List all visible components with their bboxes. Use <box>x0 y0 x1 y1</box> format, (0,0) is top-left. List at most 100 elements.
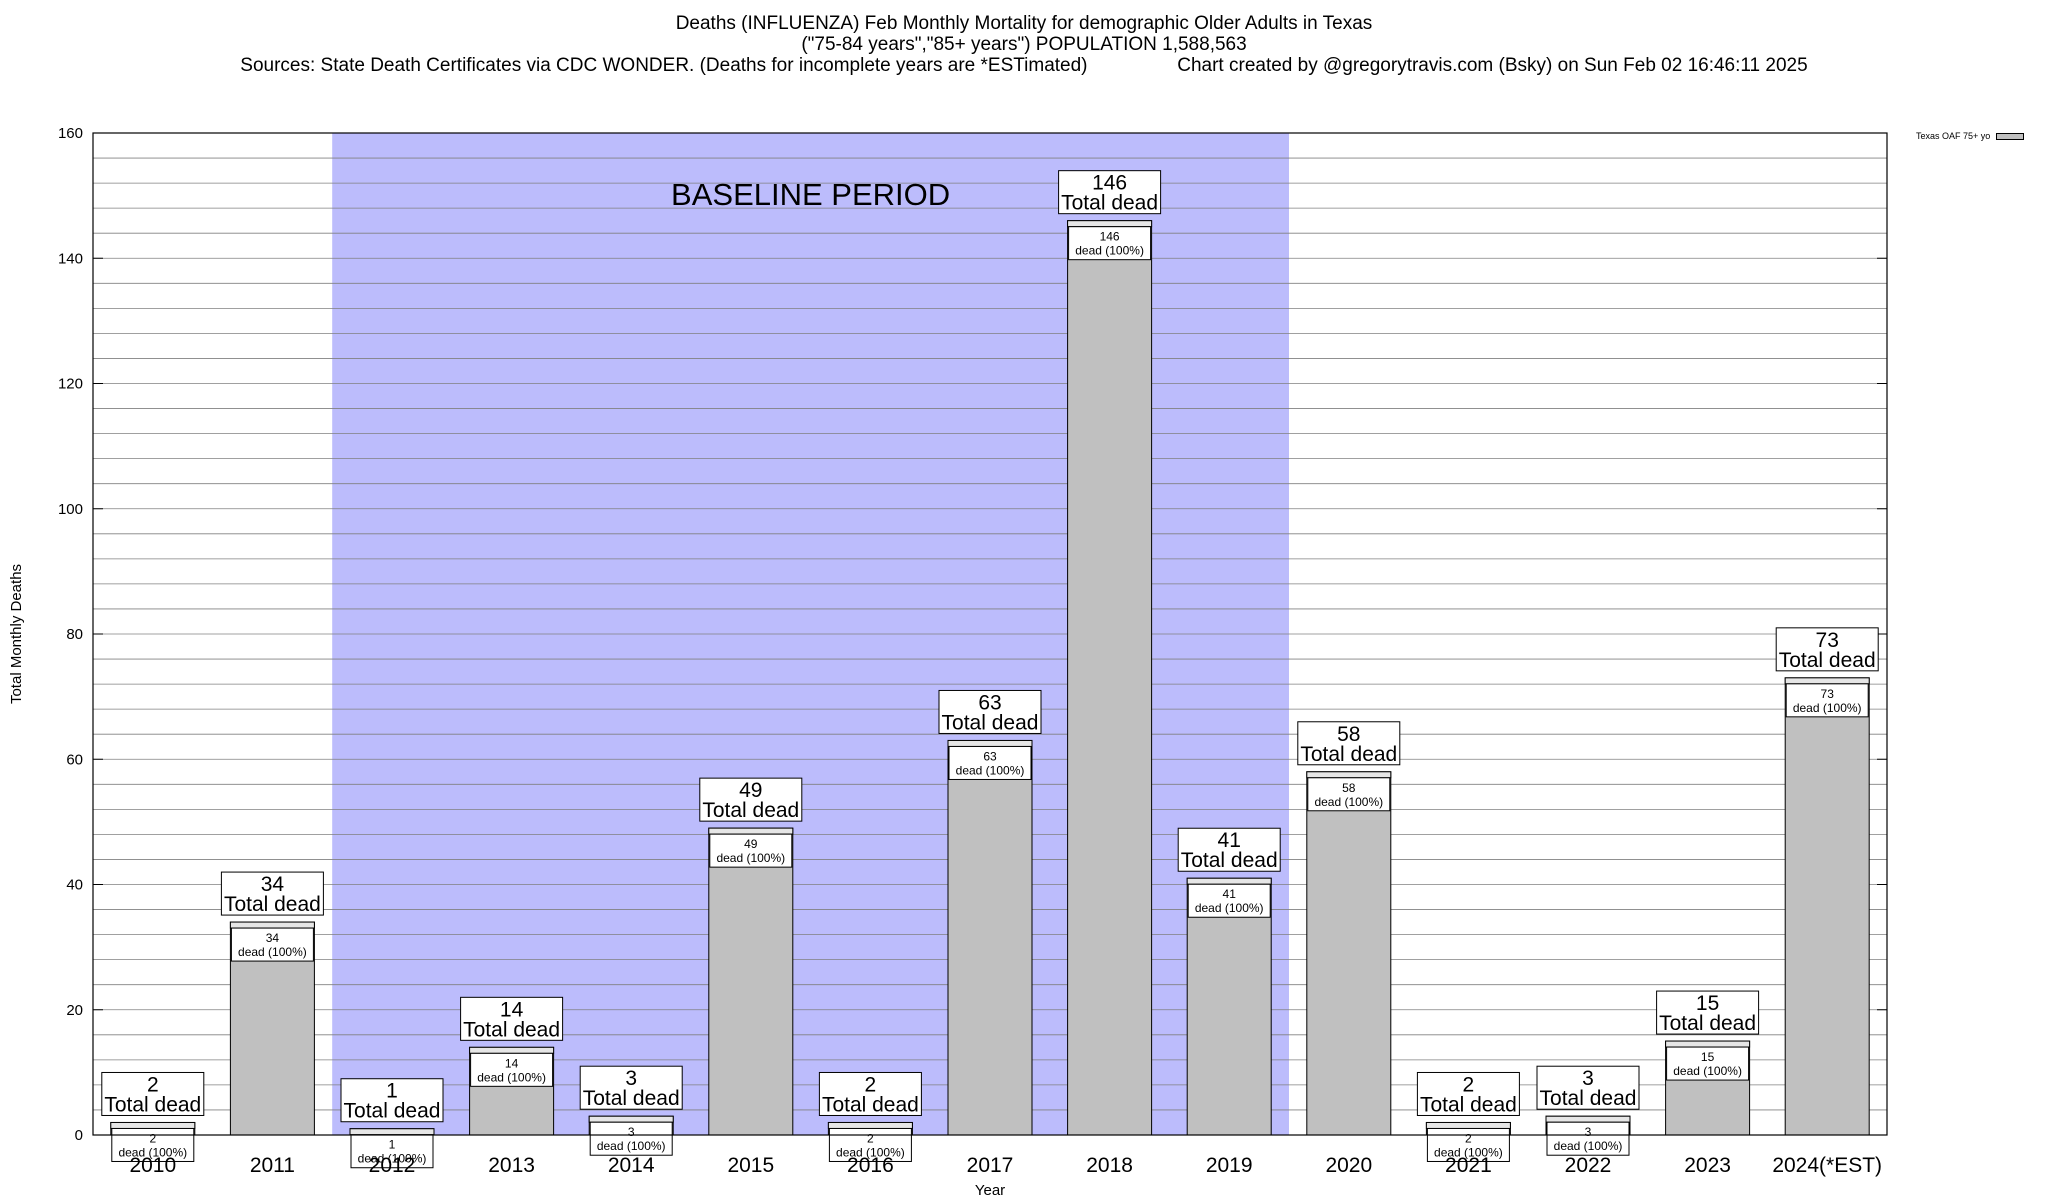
bar-inner-pct-label: dead (100%) <box>1434 1145 1503 1159</box>
plot-frame <box>92 132 1888 1136</box>
bar-inner-label-box <box>709 833 793 868</box>
bar-inner-label-box <box>1785 683 1869 718</box>
bar-cap <box>110 1121 196 1129</box>
bar-inner-pct-label: dead (100%) <box>118 1145 187 1159</box>
bar-cap <box>349 1128 435 1136</box>
bar-inner-value: 14 <box>505 1056 519 1070</box>
bar-total-value: 1 <box>386 1080 398 1103</box>
bar-inner-label-box <box>1426 1127 1510 1162</box>
bar-inner-pct-label: dead (100%) <box>836 1145 905 1159</box>
bar-total-label: Total dead <box>1420 1093 1517 1116</box>
bar-inner-pct-label: dead (100%) <box>597 1139 666 1153</box>
bar-cap <box>947 739 1033 747</box>
bar-inner-label-box <box>350 1134 434 1169</box>
bar-inner-value: 41 <box>1223 887 1237 901</box>
bar-inner-value: 34 <box>266 931 280 945</box>
bar-cap <box>229 921 315 929</box>
bar-cap <box>1186 877 1272 885</box>
bar-inner-label-box <box>828 1127 912 1162</box>
bar-total-value: 73 <box>1816 629 1839 652</box>
bar-inner-pct-label: dead (100%) <box>1075 244 1144 258</box>
bar-total-label: Total dead <box>104 1093 201 1116</box>
bar-total-label-box <box>1058 170 1162 215</box>
bar-cap <box>1306 771 1392 779</box>
bar-total-label: Total dead <box>344 1100 441 1123</box>
y-tick-label: 20 <box>66 1002 83 1019</box>
bar <box>1067 220 1153 1136</box>
bar-inner-value: 146 <box>1100 230 1120 244</box>
bar-inner-value: 63 <box>983 749 997 763</box>
bar-inner-pct-label: dead (100%) <box>1314 795 1383 809</box>
y-axis-title: Total Monthly Deaths <box>8 564 25 704</box>
bar-total-label: Total dead <box>224 893 321 916</box>
bar-total-label: Total dead <box>702 799 799 822</box>
bar-total-label-box <box>1775 627 1879 672</box>
bar-cap <box>1784 677 1870 685</box>
bar <box>947 739 1033 1136</box>
bar-total-label: Total dead <box>583 1087 680 1110</box>
chart-sources-line: Sources: State Death Certificates via CD… <box>0 55 2048 76</box>
bar-total-label-box <box>1536 1065 1640 1110</box>
x-tick-label: 2014 <box>608 1154 655 1177</box>
bar-total-label: Total dead <box>942 711 1039 734</box>
x-tick-label: 2015 <box>727 1154 774 1177</box>
bar-inner-value: 15 <box>1701 1050 1715 1064</box>
bar-total-value: 146 <box>1092 172 1127 195</box>
x-tick-label: 2016 <box>847 1154 894 1177</box>
bar-inner-value: 73 <box>1821 687 1835 701</box>
bar-inner-value: 49 <box>744 837 758 851</box>
legend-series-label: Texas OAF 75+ yo <box>1916 131 1991 141</box>
bar-total-value: 3 <box>1582 1067 1594 1090</box>
bar-total-value: 63 <box>978 691 1001 714</box>
x-tick-label: 2022 <box>1565 1154 1612 1177</box>
bar-cap <box>827 1121 913 1129</box>
chart-subtitle: ("75-84 years","85+ years") POPULATION 1… <box>801 34 1247 55</box>
bar-cap <box>1665 1040 1751 1048</box>
baseline-period-label: BASELINE PERIOD <box>671 177 950 212</box>
bar-total-label-box <box>460 996 564 1041</box>
bar-total-label: Total dead <box>1779 649 1876 672</box>
bar-inner-label-box <box>589 1121 673 1156</box>
bar <box>1186 877 1272 1136</box>
y-tick-label: 120 <box>58 376 83 393</box>
x-tick-label: 2020 <box>1325 1154 1372 1177</box>
bar-inner-label-box <box>470 1052 554 1087</box>
bar-inner-label-box <box>1666 1046 1750 1081</box>
x-tick-label: 2018 <box>1086 1154 1133 1177</box>
x-tick-label: 2012 <box>369 1154 416 1177</box>
bar-inner-value: 1 <box>389 1138 396 1152</box>
bar-inner-label-box <box>1546 1121 1630 1156</box>
bar-total-label-box <box>1656 990 1760 1035</box>
bar-total-label-box <box>340 1078 444 1123</box>
bar-inner-value: 58 <box>1342 781 1356 795</box>
bar-inner-value: 2 <box>149 1131 156 1145</box>
bar-total-value: 2 <box>1463 1073 1475 1096</box>
bar-inner-value: 3 <box>1585 1125 1592 1139</box>
bar-inner-pct-label: dead (100%) <box>1673 1064 1742 1078</box>
x-axis-title: Year <box>975 1182 1005 1199</box>
bar-total-label-box <box>101 1071 205 1116</box>
bar-total-value: 41 <box>1218 829 1241 852</box>
bar-total-label: Total dead <box>1659 1012 1756 1035</box>
bar-total-label: Total dead <box>463 1018 560 1041</box>
x-tick-label: 2024(*EST) <box>1772 1154 1882 1177</box>
bar-total-value: 3 <box>625 1067 637 1090</box>
bar-inner-pct-label: dead (100%) <box>1793 701 1862 715</box>
legend-swatch <box>1996 133 2025 141</box>
x-tick-label: 2010 <box>129 1154 176 1177</box>
bar-inner-pct-label: dead (100%) <box>1554 1139 1623 1153</box>
bar-inner-label-box <box>230 927 314 962</box>
bar-total-label-box <box>1416 1071 1520 1116</box>
bar-total-label: Total dead <box>1300 743 1397 766</box>
bar-cap <box>1425 1121 1511 1129</box>
y-tick-label: 80 <box>66 626 83 643</box>
x-tick-label: 2021 <box>1445 1154 1492 1177</box>
y-tick-label: 0 <box>75 1127 83 1144</box>
bar-total-value: 2 <box>865 1073 877 1096</box>
bar-total-label: Total dead <box>1181 849 1278 872</box>
bar-total-label-box <box>1177 827 1281 872</box>
legend: Texas OAF 75+ yo <box>1916 131 2025 141</box>
bar-inner-pct-label: dead (100%) <box>238 945 307 959</box>
bar-total-label-box <box>938 689 1042 734</box>
bar-inner-value: 3 <box>628 1125 635 1139</box>
